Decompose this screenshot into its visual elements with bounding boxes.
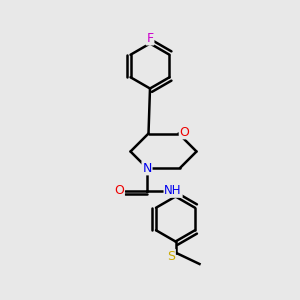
Text: N: N <box>142 161 152 175</box>
Text: NH: NH <box>164 184 182 197</box>
Text: S: S <box>167 250 175 263</box>
Text: O: O <box>180 125 189 139</box>
Text: F: F <box>146 32 154 45</box>
Text: O: O <box>114 184 124 197</box>
